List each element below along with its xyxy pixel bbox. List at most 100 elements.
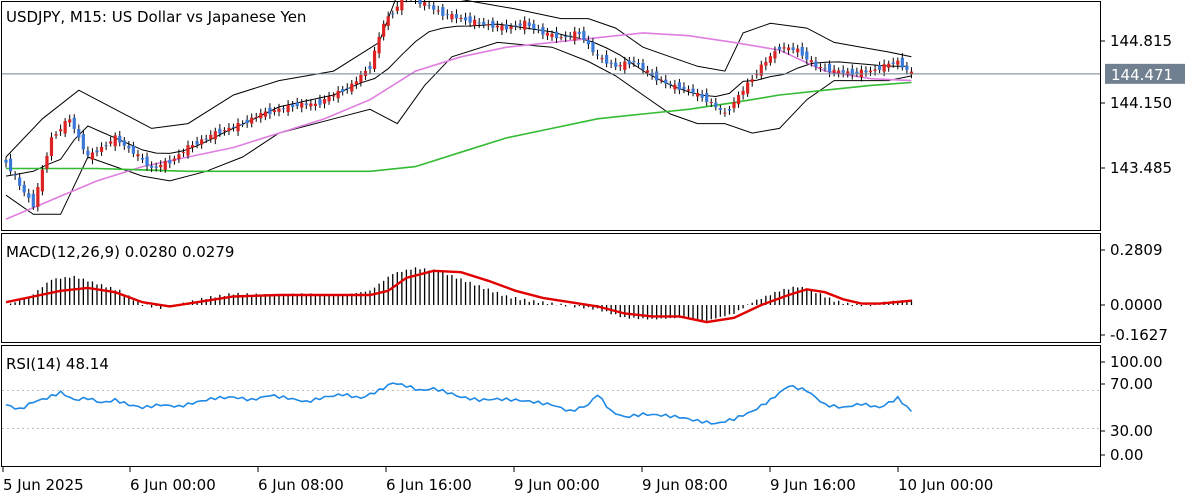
candle-body <box>523 20 527 30</box>
candle-body <box>372 50 377 70</box>
candle-body <box>705 93 709 102</box>
candle-body <box>168 160 172 164</box>
candle-body <box>200 139 204 145</box>
candle-body <box>86 150 90 156</box>
candle-body <box>818 66 823 68</box>
candle-body <box>586 39 590 45</box>
ma-slow-line <box>6 81 912 173</box>
candle-body <box>564 36 568 38</box>
bollinger-bands <box>5 0 912 215</box>
rsi-tick-label: 0.00 <box>1110 446 1143 464</box>
candle-body <box>286 104 290 113</box>
candle-body <box>177 154 181 159</box>
candle-body <box>636 62 641 65</box>
candle-body <box>623 61 627 70</box>
candle-body <box>241 123 245 125</box>
candle-body <box>423 2 427 6</box>
candle-body <box>768 56 772 63</box>
candle-body <box>118 135 122 143</box>
macd-panel-frame <box>1 233 1101 343</box>
candle-body <box>163 161 167 170</box>
candle-body <box>313 103 317 106</box>
candle-body <box>609 62 613 64</box>
candle-body <box>259 113 263 119</box>
candle-body <box>682 86 686 90</box>
candle-body <box>345 87 349 89</box>
candle-body <box>391 13 395 15</box>
candle-body <box>746 82 750 94</box>
rsi-tick-label: 70.00 <box>1110 375 1153 393</box>
candle-body <box>618 65 622 67</box>
candle-body <box>382 23 386 37</box>
candle-body <box>700 94 704 98</box>
candle-body <box>136 154 140 157</box>
candle-body <box>432 5 436 10</box>
candle-body <box>99 146 104 152</box>
time-tick-label: 10 Jun 00:00 <box>898 476 993 494</box>
candle-body <box>878 65 882 70</box>
candle-body <box>468 16 472 23</box>
candle-body <box>686 89 691 91</box>
candle-body <box>627 60 631 65</box>
candle-body <box>568 35 572 37</box>
candle-body <box>68 119 72 123</box>
candle-body <box>254 117 258 119</box>
candle-body <box>332 95 336 97</box>
candle-body <box>582 31 586 40</box>
macd-tick-label: -0.1627 <box>1110 326 1168 344</box>
candle-body <box>245 119 249 124</box>
candle-body <box>27 193 31 198</box>
rsi-label: RSI(14) 48.14 <box>6 355 109 373</box>
candle-body <box>809 60 813 63</box>
candle-body <box>436 10 440 12</box>
candle-body <box>72 117 76 129</box>
candle-body <box>109 141 113 144</box>
candle-body <box>905 65 909 70</box>
candle-body <box>673 84 677 90</box>
candle-body <box>395 6 399 11</box>
candle-body <box>31 193 35 207</box>
candle-body <box>850 68 854 75</box>
candle-body <box>696 92 700 97</box>
candle-body <box>514 25 518 27</box>
candle-body <box>509 26 513 30</box>
candle-body <box>172 158 176 161</box>
candle-body <box>113 135 117 147</box>
candle-body <box>127 145 131 149</box>
moving-averages <box>5 32 912 220</box>
candle-body <box>477 22 481 24</box>
candle-body <box>641 63 645 70</box>
candle-body <box>445 14 449 16</box>
macd-tick-label: 0.2809 <box>1110 241 1163 259</box>
macd-signal-line <box>5 269 912 324</box>
rsi-panel-frame <box>1 345 1101 467</box>
candle-body <box>887 63 891 68</box>
current-price-line: 144.471 <box>2 63 1185 84</box>
candle-body <box>873 69 877 71</box>
candle-body <box>13 174 17 176</box>
candle-body <box>832 69 836 73</box>
candle-body <box>190 144 195 148</box>
candle-body <box>500 25 504 31</box>
bollinger-lower-line <box>5 41 912 215</box>
candle-body <box>368 66 372 69</box>
time-tick-label: 5 Jun 2025 <box>3 476 84 494</box>
candle-body <box>759 64 763 76</box>
candle-body <box>291 104 295 107</box>
macd-series <box>5 267 913 324</box>
candle-body <box>846 71 850 75</box>
candle-body <box>600 58 604 60</box>
candle-body <box>159 164 163 168</box>
rsi-tick-label: 100.00 <box>1110 353 1163 371</box>
candle-body <box>773 51 777 59</box>
candle-body <box>272 110 277 113</box>
candle-body <box>59 129 63 132</box>
candle-body <box>736 95 741 105</box>
candle-body <box>450 14 454 20</box>
candle-body <box>750 79 754 83</box>
candle-body <box>309 103 313 107</box>
time-tick-label: 6 Jun 08:00 <box>258 476 344 494</box>
price-tick-label: 144.815 <box>1110 32 1172 50</box>
